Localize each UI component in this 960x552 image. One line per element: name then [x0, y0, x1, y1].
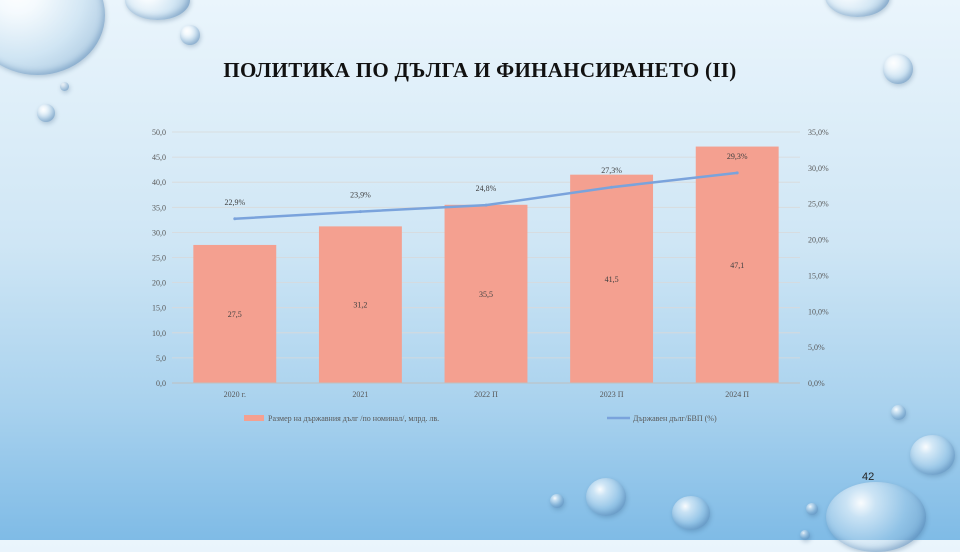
y-left-tick-label: 5,0 — [156, 354, 166, 363]
y-right-tick-label: 0,0% — [808, 379, 825, 388]
line-value-label: 29,3% — [727, 152, 748, 161]
legend-bar-swatch — [244, 415, 264, 421]
droplet-decoration — [910, 435, 955, 475]
bar — [318, 226, 402, 383]
x-tick-label: 2022 П — [474, 390, 498, 399]
droplet-decoration — [806, 503, 818, 515]
debt-chart: 0,0 5,0 10,0 15,0 20,0 25,0 30,0 35,0 40,0 45,0 50… — [152, 128, 829, 423]
axes: 0,0 5,0 10,0 15,0 20,0 25,0 30,0 35,0 40,0 45,0 50… — [152, 128, 829, 399]
bar — [695, 146, 779, 383]
line-point — [484, 203, 488, 207]
legend-bar-label: Размер на държавния дълг /по номинал/, м… — [268, 414, 439, 423]
y-right-tick-label: 10,0% — [808, 307, 829, 316]
y-right-tick-label: 15,0% — [808, 271, 829, 280]
line-series — [233, 171, 739, 221]
bar-value-label: 31,2 — [353, 301, 367, 310]
droplet-decoration — [825, 0, 890, 17]
line-value-label: 23,9% — [350, 191, 371, 200]
x-tick-label: 2021 — [352, 390, 368, 399]
droplet-decoration — [891, 405, 906, 420]
x-tick-label: 2023 П — [600, 390, 624, 399]
legend: Размер на държавния дълг /по номинал/, м… — [244, 414, 717, 423]
bar — [444, 204, 528, 383]
bar-value-label: 47,1 — [730, 261, 744, 270]
line-value-label: 22,9% — [224, 198, 245, 207]
y-left-tick-label: 50,0 — [152, 128, 166, 137]
bar-series — [193, 146, 779, 383]
y-left-tick-label: 0,0 — [156, 379, 166, 388]
droplet-decoration — [883, 54, 913, 84]
droplet-decoration — [180, 25, 200, 45]
y-left-tick-label: 25,0 — [152, 254, 166, 263]
legend-line-label: Държавен дълг/БВП (%) — [633, 414, 717, 423]
line-point — [358, 210, 362, 214]
y-right-tick-label: 25,0% — [808, 200, 829, 209]
y-left-tick-label: 35,0 — [152, 203, 166, 212]
bar-value-label: 35,5 — [479, 290, 493, 299]
y-right-tick-label: 35,0% — [808, 128, 829, 137]
y-left-tick-label: 45,0 — [152, 153, 166, 162]
line-point — [233, 217, 237, 221]
bar-value-label: 27,5 — [228, 310, 242, 319]
y-left-tick-label: 20,0 — [152, 279, 166, 288]
line-point — [610, 185, 614, 189]
droplet-decoration — [800, 530, 810, 540]
y-right-tick-label: 30,0% — [808, 164, 829, 173]
droplet-decoration — [586, 478, 626, 516]
bar — [570, 174, 654, 383]
droplet-decoration — [550, 494, 564, 508]
droplet-decoration — [37, 104, 55, 122]
y-right-tick-label: 20,0% — [808, 236, 829, 245]
x-tick-label: 2020 г. — [224, 390, 246, 399]
line-value-label: 24,8% — [476, 184, 497, 193]
bar — [193, 244, 277, 383]
page-number: 42 — [862, 471, 875, 483]
x-tick-label: 2024 П — [725, 390, 749, 399]
droplet-decoration — [60, 82, 69, 91]
y-left-tick-label: 15,0 — [152, 304, 166, 313]
y-right-tick-label: 5,0% — [808, 343, 825, 352]
y-left-tick-label: 30,0 — [152, 228, 166, 237]
bar-value-label: 41,5 — [605, 275, 619, 284]
line-point — [735, 171, 739, 175]
slide-title: ПОЛИТИКА ПО ДЪЛГА И ФИНАНСИРАНЕТО (II) — [223, 58, 737, 82]
droplet-decoration — [672, 496, 710, 530]
droplet-decoration — [125, 0, 190, 20]
y-left-tick-label: 10,0 — [152, 329, 166, 338]
y-left-tick-label: 40,0 — [152, 178, 166, 187]
line-value-label: 27,3% — [601, 166, 622, 175]
data-labels: 27,5 31,2 35,5 41,5 47,1 22,9% 23,9% 24,8% 27,3%… — [224, 152, 747, 319]
